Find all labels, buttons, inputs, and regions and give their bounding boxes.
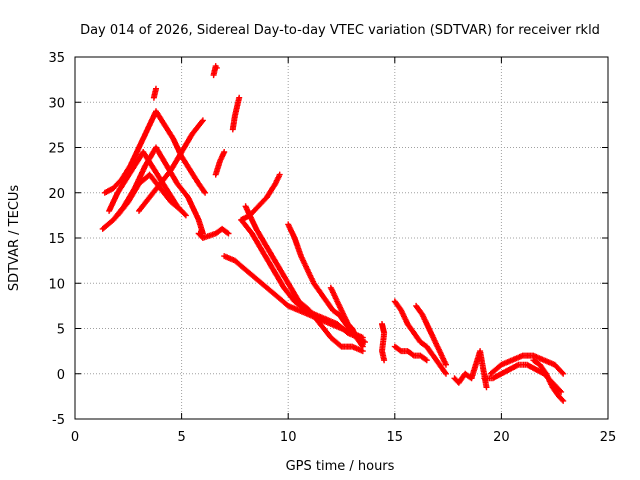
y-tick-label: 25 (48, 142, 65, 157)
series-spike-c (229, 94, 243, 133)
x-tick-label: 0 (71, 430, 79, 445)
data-markers (242, 203, 366, 355)
series-track-d (136, 117, 206, 214)
series-track-n (413, 302, 449, 368)
data-markers (327, 284, 366, 350)
data-markers (212, 149, 228, 178)
axis-ticks (74, 56, 609, 420)
series-track-l (391, 298, 449, 377)
series-track-m (391, 343, 430, 364)
y-tick-label: 15 (48, 232, 65, 247)
series-track-q (530, 357, 567, 404)
series-track-i (242, 203, 366, 355)
series-spike-b (210, 63, 220, 79)
y-axis-label: SDTVAR / TECUs (7, 185, 22, 292)
tick-labels: 0 5 10 15 20 25 -5 0 5 10 15 20 25 30 35 (48, 51, 616, 445)
y-tick-label: 5 (57, 323, 65, 338)
series-track-p (487, 352, 567, 377)
series-cluster-6-7 (195, 225, 232, 241)
y-tick-label: 35 (48, 51, 65, 66)
x-tick-label: 20 (493, 430, 510, 445)
x-tick-label: 15 (387, 430, 404, 445)
data-markers (229, 94, 243, 133)
y-tick-label: 10 (48, 277, 65, 292)
data-markers (195, 225, 232, 241)
grid (75, 57, 608, 419)
x-axis-label: GPS time / hours (286, 459, 395, 474)
data-markers (136, 117, 206, 214)
series-dots-14 (379, 321, 388, 364)
data-markers (114, 171, 185, 219)
series-track-e (114, 171, 185, 219)
y-tick-label: 30 (48, 96, 65, 111)
data-markers (413, 302, 449, 368)
series-spike-a (150, 85, 159, 101)
y-tick-label: 20 (48, 187, 65, 202)
data-markers (379, 321, 388, 364)
x-tick-label: 10 (280, 430, 297, 445)
data-markers (150, 85, 159, 101)
chart-title: Day 014 of 2026, Sidereal Day-to-day VTE… (80, 23, 600, 38)
series-track-k (327, 284, 366, 350)
x-tick-label: 25 (600, 430, 617, 445)
data-markers (210, 63, 220, 79)
data-markers (391, 298, 449, 377)
data-markers (530, 357, 567, 404)
series-spike-d (212, 149, 228, 178)
x-tick-label: 5 (177, 430, 185, 445)
y-tick-label: 0 (57, 368, 65, 383)
data-markers (391, 343, 430, 364)
y-tick-label: -5 (52, 413, 65, 428)
data-points (99, 63, 567, 404)
data-markers (487, 352, 567, 377)
